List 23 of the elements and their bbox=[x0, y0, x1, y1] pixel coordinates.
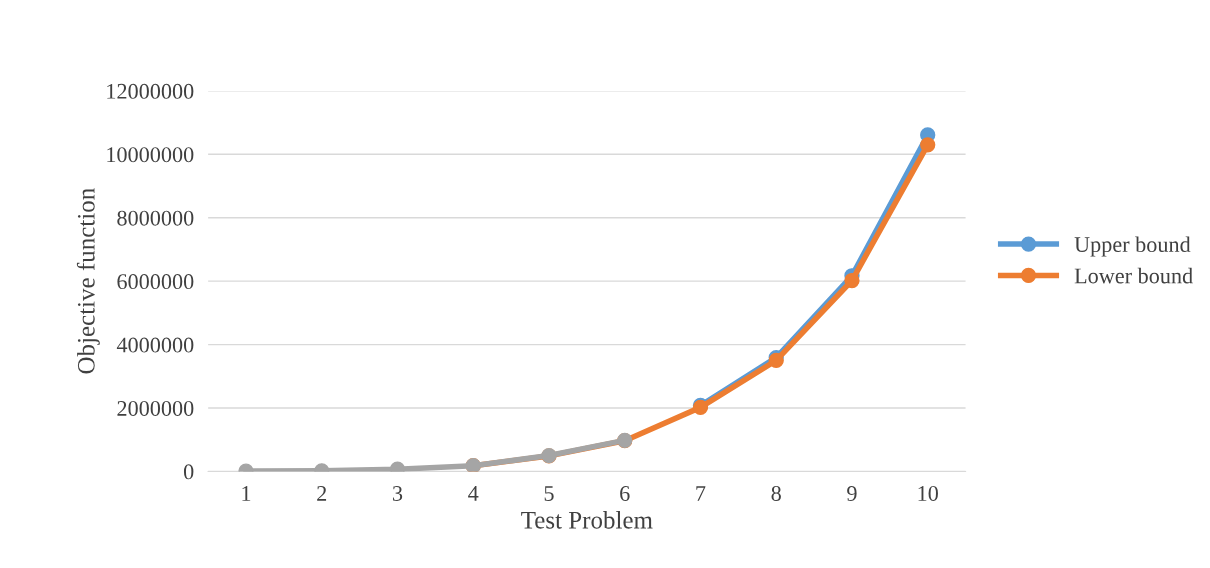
legend-label: Upper bound bbox=[1074, 236, 1191, 257]
x-tick-label: 2 bbox=[317, 486, 327, 501]
y-tick-label: 10000000 bbox=[107, 147, 194, 163]
y-tick-label: 4000000 bbox=[116, 337, 194, 353]
y-axis-title: Objective function bbox=[76, 188, 100, 374]
x-tick-label: 9 bbox=[847, 486, 857, 501]
x-axis-title: Test Problem bbox=[521, 511, 653, 529]
y-tick-label: 8000000 bbox=[117, 210, 194, 226]
y-tick-label: 2000000 bbox=[117, 400, 194, 416]
legend-label: Lower bound bbox=[1074, 267, 1193, 284]
x-tick-label: 1 bbox=[242, 486, 251, 501]
y-tick-label: 6000000 bbox=[117, 274, 194, 290]
x-tick-label: 4 bbox=[468, 486, 479, 501]
y-tick-label: 12000000 bbox=[107, 83, 194, 99]
point bbox=[920, 137, 936, 153]
x-tick-label: 7 bbox=[696, 486, 706, 501]
x-tick-label: 10 bbox=[918, 485, 938, 501]
y-tick-label: 0 bbox=[183, 464, 194, 480]
x-tick-label: 8 bbox=[771, 485, 781, 501]
point bbox=[844, 272, 860, 289]
x-tick-label: 3 bbox=[392, 486, 403, 501]
x-tick-label: 5 bbox=[544, 486, 554, 501]
x-tick-label: 6 bbox=[620, 486, 630, 501]
